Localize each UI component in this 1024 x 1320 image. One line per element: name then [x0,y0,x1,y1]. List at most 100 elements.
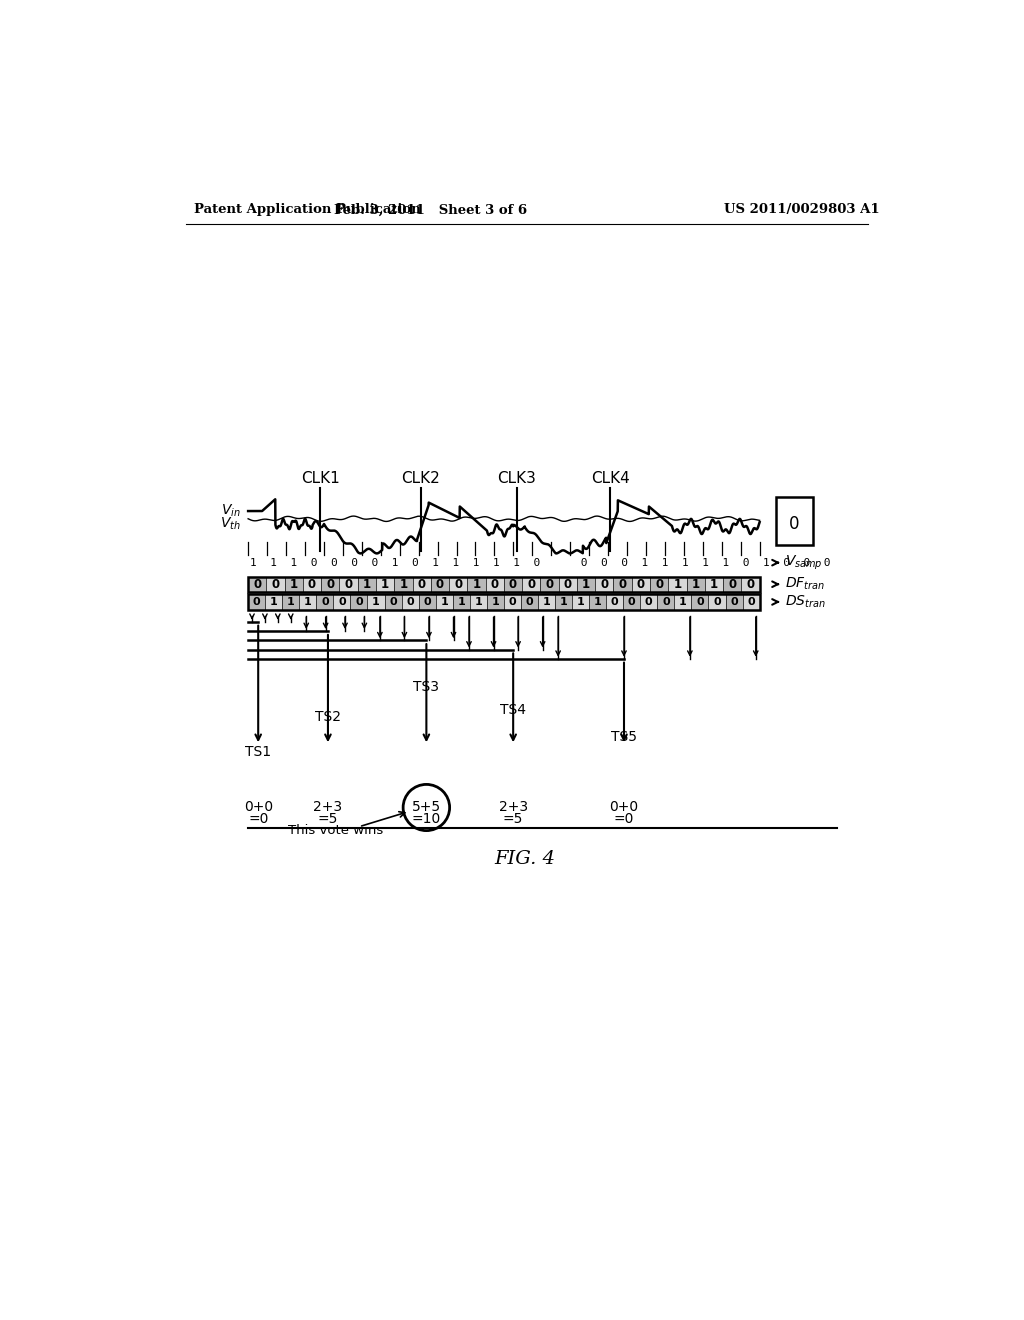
Text: 2+3: 2+3 [313,800,342,814]
Bar [705,577,723,591]
Bar [504,594,521,610]
Bar [675,594,691,610]
Text: 0: 0 [308,578,316,591]
Text: 1: 1 [287,597,295,607]
Text: 1: 1 [304,597,311,607]
Text: 0: 0 [418,578,426,591]
Bar [467,577,485,591]
Bar [504,577,522,591]
Bar [435,594,453,610]
Text: 1: 1 [492,597,500,607]
Text: 1: 1 [472,578,480,591]
Text: 0: 0 [423,597,431,607]
Text: 0: 0 [527,578,536,591]
Bar [470,594,486,610]
Text: 0: 0 [600,578,608,591]
Text: 1: 1 [372,597,380,607]
Text: 0: 0 [344,578,352,591]
Text: 0: 0 [611,597,618,607]
Bar [577,577,595,591]
Text: 1: 1 [290,578,298,591]
Bar [521,594,538,610]
Text: CLK1: CLK1 [301,471,340,486]
Text: 0: 0 [327,578,335,591]
Text: =5: =5 [317,812,338,826]
Text: 1: 1 [594,597,601,607]
Bar [453,594,470,610]
Text: 0: 0 [618,578,627,591]
Text: 0: 0 [454,578,462,591]
Text: 0: 0 [748,597,755,607]
Text: =5: =5 [503,812,523,826]
Text: 0: 0 [509,578,517,591]
Text: TS3: TS3 [414,680,439,693]
Bar [350,594,368,610]
Text: 0: 0 [628,597,636,607]
Text: CLK3: CLK3 [498,471,537,486]
Bar [555,594,572,610]
Text: 0: 0 [730,597,738,607]
Text: 0: 0 [645,597,652,607]
Text: 1: 1 [399,578,408,591]
Text: =0: =0 [248,812,268,826]
Text: $DF_{tran}$: $DF_{tran}$ [785,576,825,593]
Bar [522,577,541,591]
Text: 1: 1 [577,597,585,607]
Text: 1: 1 [674,578,682,591]
Bar [669,577,686,591]
Bar [595,577,613,591]
Text: 0: 0 [338,597,346,607]
Bar [303,577,322,591]
Bar [357,577,376,591]
Text: CLK4: CLK4 [591,471,630,486]
Bar [709,594,726,610]
Bar [368,594,385,610]
Bar [541,577,559,591]
Bar [413,577,431,591]
Text: 1: 1 [560,597,567,607]
Bar [632,577,650,591]
Text: 0: 0 [728,578,736,591]
Text: $V_{th}$: $V_{th}$ [219,515,241,532]
Bar [572,594,589,610]
Text: 0: 0 [696,597,703,607]
Text: 0: 0 [389,597,397,607]
Bar [691,594,709,610]
Text: 1: 1 [381,578,389,591]
Bar [650,577,669,591]
Bar [613,577,632,591]
Text: 0: 0 [713,597,721,607]
Text: 0: 0 [322,597,329,607]
Bar [334,594,350,610]
Text: 0: 0 [509,597,516,607]
Text: 0: 0 [271,578,280,591]
Bar [340,577,357,591]
Text: 0: 0 [407,597,414,607]
Bar [742,594,760,610]
Bar [589,594,606,610]
Text: 1: 1 [440,597,449,607]
Text: Patent Application Publication: Patent Application Publication [194,203,421,216]
Text: 1: 1 [362,578,371,591]
Bar [248,577,760,591]
Bar [285,577,303,591]
Text: CLK2: CLK2 [401,471,440,486]
Text: TS2: TS2 [315,710,341,725]
Bar [640,594,657,610]
Text: =0: =0 [613,812,634,826]
Bar [248,594,265,610]
Text: 1: 1 [679,597,687,607]
Bar [401,594,419,610]
Bar [322,577,340,591]
Text: 1: 1 [270,597,278,607]
Text: $V_{in}$: $V_{in}$ [220,503,241,519]
Text: 0: 0 [790,515,800,533]
Text: 1: 1 [458,597,465,607]
Bar [624,594,640,610]
Text: 5+5: 5+5 [412,800,441,814]
Text: 1: 1 [543,597,550,607]
Text: This vote wins: This vote wins [288,824,383,837]
Text: 0: 0 [525,597,534,607]
Text: 0: 0 [564,578,571,591]
Bar [376,577,394,591]
